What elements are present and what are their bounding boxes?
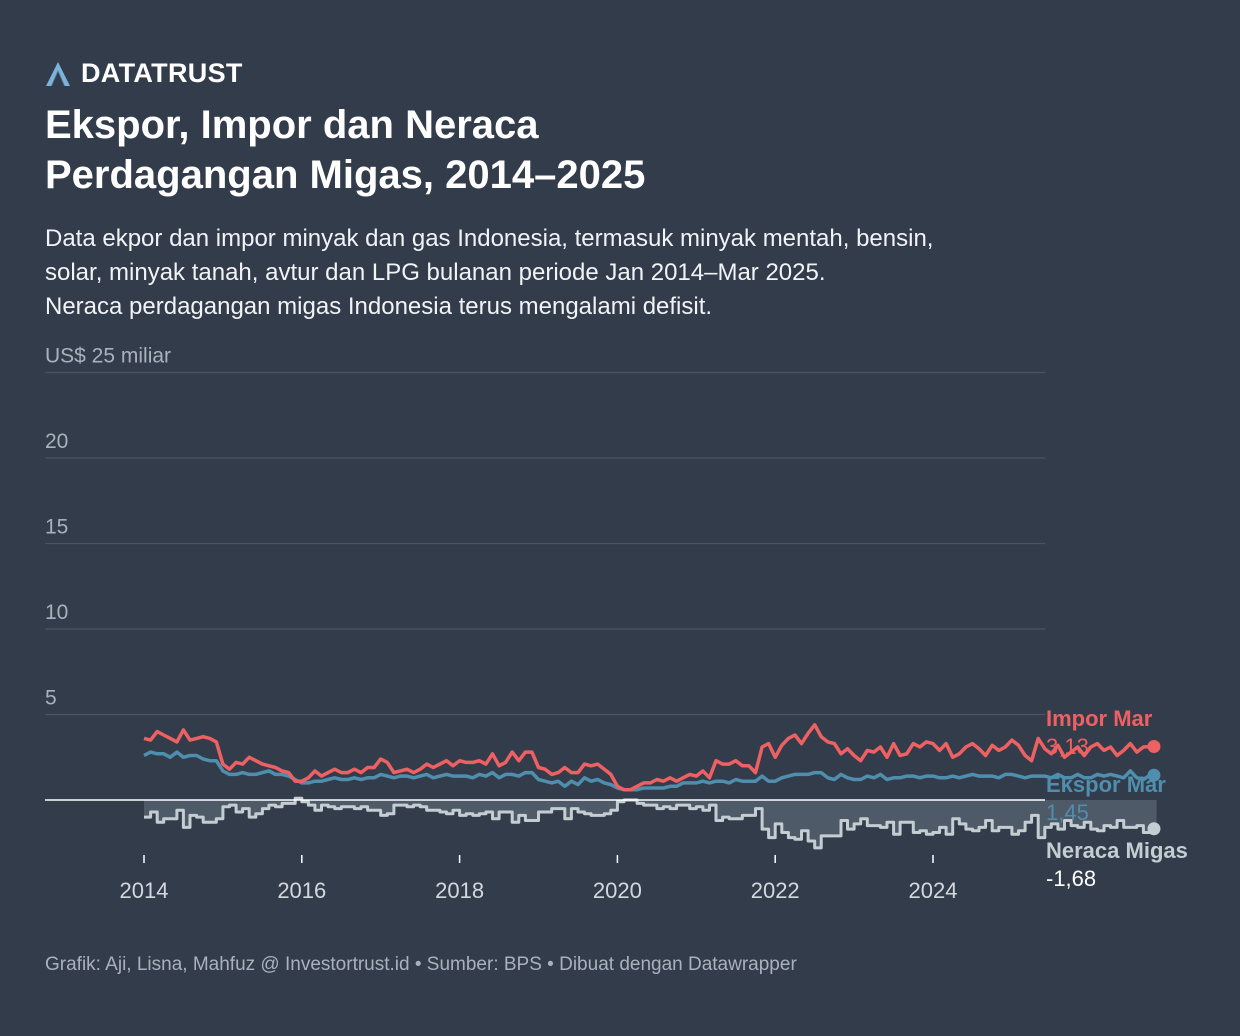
title-line: Ekspor, Impor dan Neraca [45, 103, 539, 147]
brand-name: DATATRUST [81, 58, 243, 88]
subtitle-line: Data ekpor dan impor minyak dan gas Indo… [45, 225, 934, 252]
y-tick-label: US$ 25 miliar [45, 345, 171, 368]
title-line: Perdagangan Migas, 2014–2025 [45, 153, 646, 197]
chart-footer: Grafik: Aji, Lisna, Mahfuz @ Investortru… [45, 954, 797, 975]
impor-end-label-name: Impor Mar [1046, 706, 1153, 731]
y-tick-label: 15 [45, 516, 68, 539]
x-tick-label: 2020 [593, 878, 642, 903]
x-tick-label: 2022 [751, 878, 800, 903]
datatrust-logo-icon [46, 61, 70, 86]
chart-subtitle: Data ekpor dan impor minyak dan gas Indo… [45, 222, 1145, 324]
subtitle-line: solar, minyak tanah, avtur dan LPG bulan… [45, 259, 826, 286]
ekspor-end-point [1147, 768, 1161, 782]
neraca-area [144, 798, 1157, 848]
y-tick-label: 20 [45, 430, 68, 453]
ekspor-end-label-name: Ekspor Mar [1046, 772, 1166, 797]
x-tick-label: 2014 [120, 878, 169, 903]
brand: DATATRUST [45, 58, 243, 89]
line-chart: US$ 25 miliar 20 15 10 5 Impor Mar 3,13 Ekspor … [45, 345, 1188, 903]
x-tick-label: 2016 [277, 878, 326, 903]
neraca-end-label-name: Neraca Migas [1046, 838, 1188, 863]
impor-line [143, 723, 1151, 792]
y-tick-label: 5 [45, 687, 57, 710]
chart-title: Ekspor, Impor dan Neraca Perdagangan Mig… [45, 100, 945, 200]
neraca-line [144, 796, 1157, 850]
ekspor-line [143, 750, 1151, 792]
x-tick-label: 2018 [435, 878, 484, 903]
impor-end-point [1147, 739, 1161, 753]
x-tick-label: 2024 [909, 878, 958, 903]
subtitle-line: Neraca perdagangan migas Indonesia terus… [45, 293, 713, 320]
y-tick-label: 10 [45, 601, 68, 624]
ekspor-end-label-value: 1,45 [1046, 800, 1089, 825]
neraca-end-label-value: -1,68 [1046, 866, 1096, 891]
impor-end-label-value: 3,13 [1046, 734, 1089, 759]
neraca-end-point [1147, 822, 1161, 836]
